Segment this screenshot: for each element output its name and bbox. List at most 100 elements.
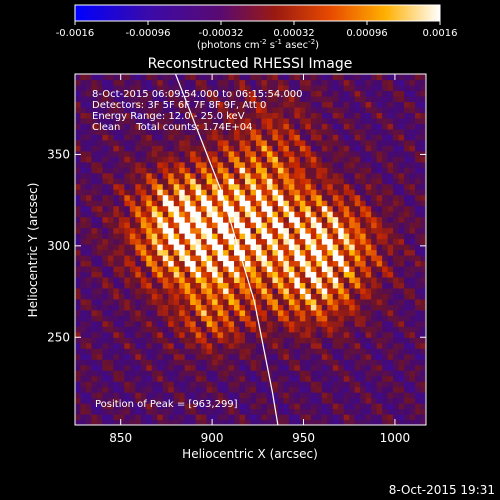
heatmap-cell	[365, 101, 372, 108]
heatmap-cell	[179, 79, 186, 86]
heatmap-cell	[146, 139, 153, 146]
heatmap-cell	[404, 337, 411, 344]
heatmap-cell	[102, 386, 109, 393]
heatmap-cell	[75, 134, 82, 141]
heatmap-cell	[102, 90, 109, 97]
heatmap-cell	[184, 79, 191, 86]
heatmap-cell	[146, 315, 153, 322]
heatmap-cell	[75, 254, 82, 262]
heatmap-cell	[294, 183, 301, 190]
heatmap-cell	[201, 331, 208, 338]
heatmap-cell	[96, 200, 104, 207]
heatmap-cell	[168, 359, 175, 366]
heatmap-cell	[140, 386, 147, 393]
heatmap-cell	[85, 326, 93, 333]
heatmap-cell	[283, 397, 290, 404]
heatmap-cell	[387, 74, 394, 81]
heatmap-cell	[195, 265, 202, 273]
heatmap-cell	[398, 375, 405, 382]
heatmap-cell	[327, 216, 334, 223]
heatmap-cell	[118, 375, 125, 382]
heatmap-cell	[201, 408, 208, 415]
heatmap-cell	[255, 200, 263, 207]
heatmap-cell	[118, 183, 125, 190]
heatmap-cell	[409, 84, 416, 92]
heatmap-cell	[266, 79, 274, 86]
heatmap-cell	[387, 211, 394, 218]
heatmap-cell	[299, 112, 306, 119]
heatmap-cell	[168, 260, 175, 267]
heatmap-cell	[234, 293, 241, 300]
heatmap-cell	[102, 254, 109, 262]
heatmap-cell	[168, 205, 175, 212]
heatmap-cell	[299, 161, 306, 168]
heatmap-cell	[217, 386, 224, 393]
heatmap-cell	[316, 260, 323, 267]
heatmap-cell	[118, 172, 125, 179]
heatmap-cell	[316, 337, 323, 344]
heatmap-cell	[245, 161, 252, 168]
heatmap-cell	[91, 211, 98, 218]
heatmap-cell	[157, 74, 164, 81]
heatmap-cell	[146, 249, 153, 256]
heatmap-cell	[173, 178, 180, 185]
heatmap-cell	[272, 397, 279, 404]
heatmap-cell	[162, 320, 169, 327]
heatmap-cell	[354, 397, 361, 404]
heatmap-cell	[102, 172, 109, 179]
heatmap-cell	[354, 128, 361, 135]
heatmap-cell	[321, 156, 328, 163]
heatmap-cell	[261, 403, 268, 410]
heatmap-cell	[327, 282, 334, 289]
heatmap-cell	[157, 150, 164, 157]
heatmap-cell	[398, 408, 405, 415]
heatmap-cell	[91, 320, 98, 327]
heatmap-cell	[212, 359, 219, 366]
heatmap-cell	[382, 227, 389, 234]
heatmap-cell	[85, 276, 93, 283]
heatmap-cell	[184, 145, 191, 152]
heatmap-cell	[266, 139, 274, 146]
heatmap-cell	[140, 276, 147, 283]
heatmap-cell	[255, 84, 263, 92]
heatmap-cell	[420, 211, 426, 218]
heatmap-cell	[135, 74, 142, 81]
heatmap-cell	[206, 84, 213, 92]
heatmap-cell	[91, 112, 98, 119]
heatmap-cell	[272, 364, 279, 371]
heatmap-cell	[387, 408, 394, 415]
heatmap-cell	[393, 156, 400, 163]
heatmap-cell	[305, 370, 312, 377]
heatmap-cell	[360, 95, 367, 103]
heatmap-cell	[266, 117, 274, 124]
heatmap-cell	[96, 381, 104, 388]
heatmap-cell	[360, 293, 367, 300]
heatmap-cell	[91, 408, 98, 415]
heatmap-cell	[129, 282, 136, 289]
heatmap-cell	[272, 304, 279, 311]
heatmap-cell	[305, 408, 312, 415]
heatmap-cell	[146, 414, 153, 421]
heatmap-cell	[415, 205, 422, 212]
heatmap-cell	[294, 189, 301, 196]
heatmap-cell	[332, 320, 339, 327]
heatmap-cell	[294, 139, 301, 146]
heatmap-cell	[332, 178, 339, 185]
heatmap-cell	[124, 227, 131, 234]
heatmap-cell	[382, 95, 389, 103]
heatmap-cell	[223, 74, 230, 81]
heatmap-cell	[343, 419, 350, 425]
heatmap-cell	[239, 403, 246, 410]
heatmap-cell	[327, 403, 334, 410]
heatmap-cell	[129, 271, 136, 278]
heatmap-cell	[217, 167, 224, 174]
heatmap-cell	[245, 172, 252, 179]
heatmap-cell	[360, 298, 367, 305]
heatmap-cell	[277, 244, 284, 251]
heatmap-cell	[212, 178, 219, 185]
heatmap-cell	[365, 123, 372, 130]
heatmap-cell	[305, 320, 312, 327]
heatmap-cell	[404, 156, 411, 163]
heatmap-cell	[129, 298, 136, 305]
heatmap-cell	[354, 222, 361, 229]
